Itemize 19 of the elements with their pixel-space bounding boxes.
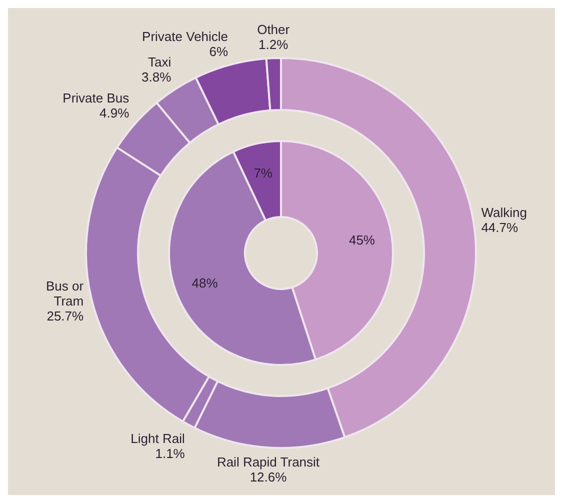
slice-label: Rail Rapid Transit [216, 454, 320, 470]
slice-label: Private Vehicle [142, 28, 228, 44]
data-label: 45% [348, 232, 376, 248]
data-label: 25.7% [46, 308, 84, 323]
slice-label: Taxi [148, 54, 172, 69]
slice-label: Walking [481, 204, 527, 220]
slice-label: Private Bus [62, 90, 130, 105]
data-label: 48% [192, 276, 218, 291]
data-label: 6% [209, 44, 228, 59]
slice-label: Bus or Tram [46, 278, 84, 308]
data-label: 12.6% [250, 469, 288, 484]
slice-label: Other [257, 22, 290, 37]
data-label: 3.8% [142, 68, 172, 84]
data-label: 1.2% [258, 36, 289, 52]
data-label: 44.7% [481, 219, 518, 234]
data-label: 4.9% [100, 104, 130, 120]
data-label: 7% [254, 165, 273, 180]
data-label: 1.1% [155, 445, 186, 460]
slice-label: Light Rail [130, 430, 185, 446]
